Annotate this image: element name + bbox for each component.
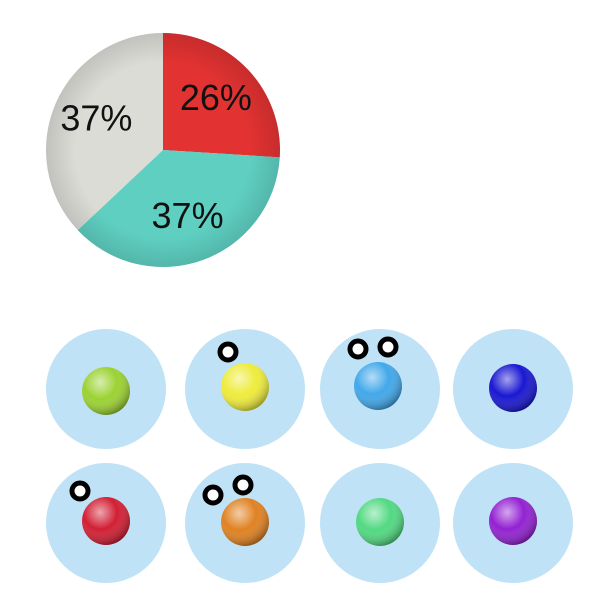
ball-shade <box>356 498 404 546</box>
ball-shade <box>82 497 130 545</box>
ball-shade <box>354 362 402 410</box>
marker <box>69 480 91 502</box>
pie-chart: 26% 37% 37% <box>46 33 280 268</box>
cells <box>46 329 573 583</box>
ball-shade <box>221 363 269 411</box>
pie-shade <box>46 33 280 267</box>
marker <box>217 341 239 363</box>
ball-grid <box>46 329 573 583</box>
marker <box>202 484 224 506</box>
ball-shade <box>221 498 269 546</box>
ball-shade <box>82 367 130 415</box>
marker <box>347 338 369 360</box>
data-label: 37% <box>60 98 132 139</box>
data-label: 37% <box>152 195 224 236</box>
ball-shade <box>489 497 537 545</box>
markers <box>69 336 399 506</box>
data-label: 26% <box>180 77 252 118</box>
marker <box>232 474 254 496</box>
ball-shade <box>489 364 537 412</box>
ball-shading <box>82 362 537 546</box>
marker <box>377 336 399 358</box>
